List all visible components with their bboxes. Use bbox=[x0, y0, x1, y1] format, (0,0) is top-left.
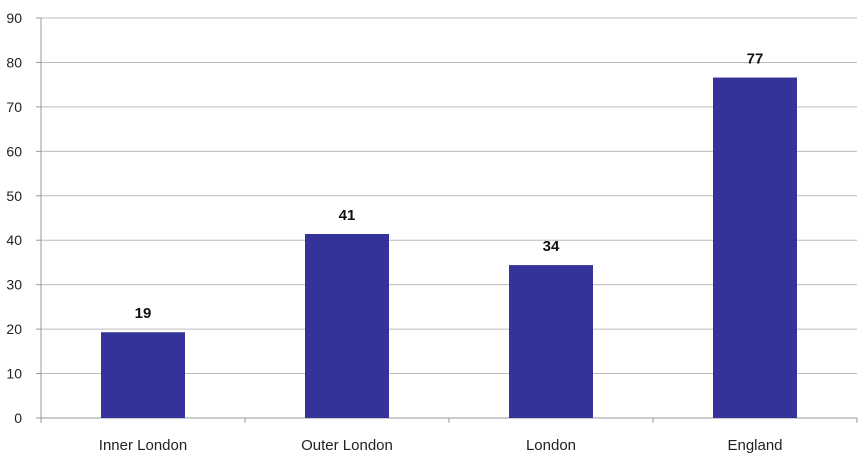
bar bbox=[509, 265, 593, 418]
data-label: 34 bbox=[543, 238, 560, 255]
bar bbox=[713, 77, 797, 419]
data-label: 77 bbox=[747, 51, 764, 68]
y-tick-label: 60 bbox=[6, 143, 22, 159]
y-tick-label: 70 bbox=[6, 99, 22, 115]
bars bbox=[101, 77, 797, 419]
bar bbox=[305, 234, 389, 418]
y-tick-label: 40 bbox=[6, 232, 22, 248]
gridlines bbox=[41, 17, 857, 375]
x-tick-label: Inner London bbox=[99, 437, 187, 454]
x-tick-label: Outer London bbox=[301, 437, 393, 454]
y-axis-ticks: 0 10 20 30 40 50 60 70 80 90 bbox=[6, 10, 41, 426]
y-tick-label: 30 bbox=[6, 277, 22, 293]
data-label: 41 bbox=[339, 207, 356, 224]
data-label: 19 bbox=[135, 305, 152, 322]
y-tick-label: 20 bbox=[6, 321, 22, 337]
y-tick-label: 50 bbox=[6, 188, 22, 204]
data-labels: 19 41 34 77 bbox=[135, 51, 764, 323]
y-tick-label: 80 bbox=[6, 54, 22, 70]
x-tick-label: England bbox=[727, 437, 782, 454]
y-tick-label: 10 bbox=[6, 366, 22, 382]
bar bbox=[101, 332, 185, 418]
x-tick-label: London bbox=[526, 437, 576, 454]
x-axis-ticks: Inner London Outer London London England bbox=[40, 418, 858, 454]
y-tick-label: 90 bbox=[6, 10, 22, 26]
y-tick-label: 0 bbox=[14, 410, 22, 426]
